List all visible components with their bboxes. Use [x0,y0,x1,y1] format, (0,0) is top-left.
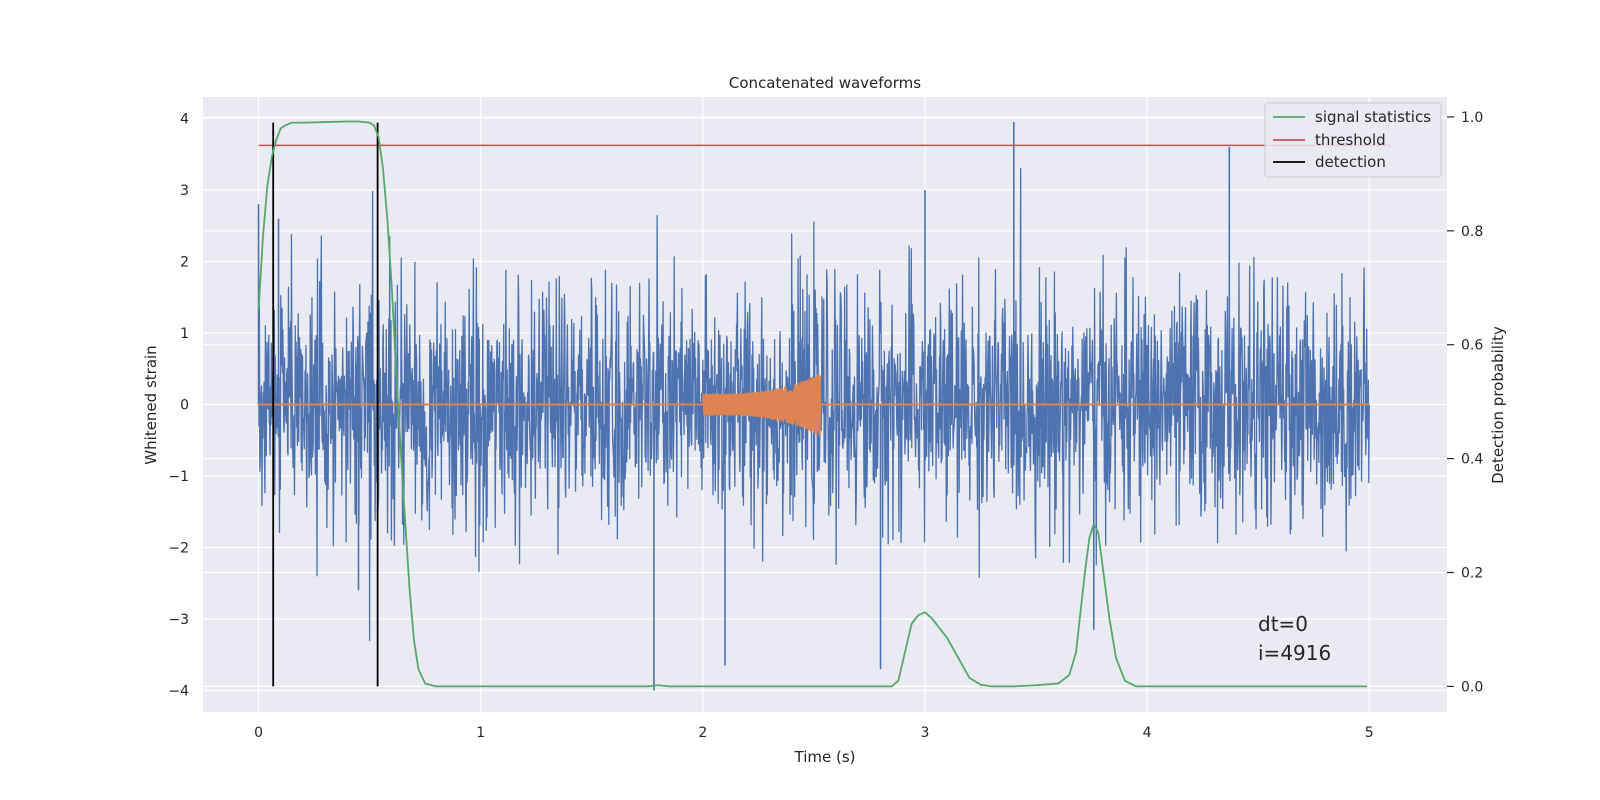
legend-label-statistic: signal statistics [1315,108,1431,126]
x-axis-label: Time (s) [794,748,856,766]
legend-label-detection: detection [1315,153,1386,171]
x-tick-label: 5 [1365,725,1374,741]
x-tick-label: 2 [698,725,707,741]
y-tick-label: −3 [168,612,189,628]
legend-box [1264,102,1442,178]
y-tick-label: −1 [168,469,189,485]
y2-tick-label: 0.2 [1461,565,1483,581]
y2-tick-label: 0.0 [1461,679,1483,695]
x-tick-label: 1 [476,725,485,741]
y-tick-label: −4 [168,684,189,700]
plot-area [257,120,1392,691]
template-chirp [702,373,822,437]
y-axis-label: Whitened strain [142,345,160,464]
y2-tick-label: 0.8 [1461,224,1483,240]
signal-statistics-line [257,120,1368,688]
legend-label-threshold: threshold [1315,131,1386,149]
y2-axis-label: Detection probability [1489,326,1507,484]
x-tick-label: 4 [1143,725,1152,741]
ticks: 0 1 2 3 4 5 −4 −3 −2 −1 0 1 2 3 4 0.0 0.2 0.4 0.6 0.8 1.0 [168,110,1483,741]
x-tick-label: 3 [921,725,930,741]
y2-tick-label: 1.0 [1461,110,1483,126]
y-tick-label: 0 [180,398,189,414]
y2-tick-label: 0.6 [1461,338,1483,354]
y-tick-label: −2 [168,541,189,557]
legend: signal statistics threshold detection [1264,102,1442,178]
annotation-i: i=4916 [1258,641,1331,665]
y2-tick-label: 0.4 [1461,452,1483,468]
y-tick-label: 1 [180,326,189,342]
chart-title: Concatenated waveforms [729,74,921,92]
y-tick-label: 4 [180,111,189,127]
x-tick-label: 0 [254,725,263,741]
y-tick-label: 3 [180,183,189,199]
annotation-dt: dt=0 [1258,612,1308,636]
y-tick-label: 2 [180,254,189,270]
strain-series [257,167,1370,642]
